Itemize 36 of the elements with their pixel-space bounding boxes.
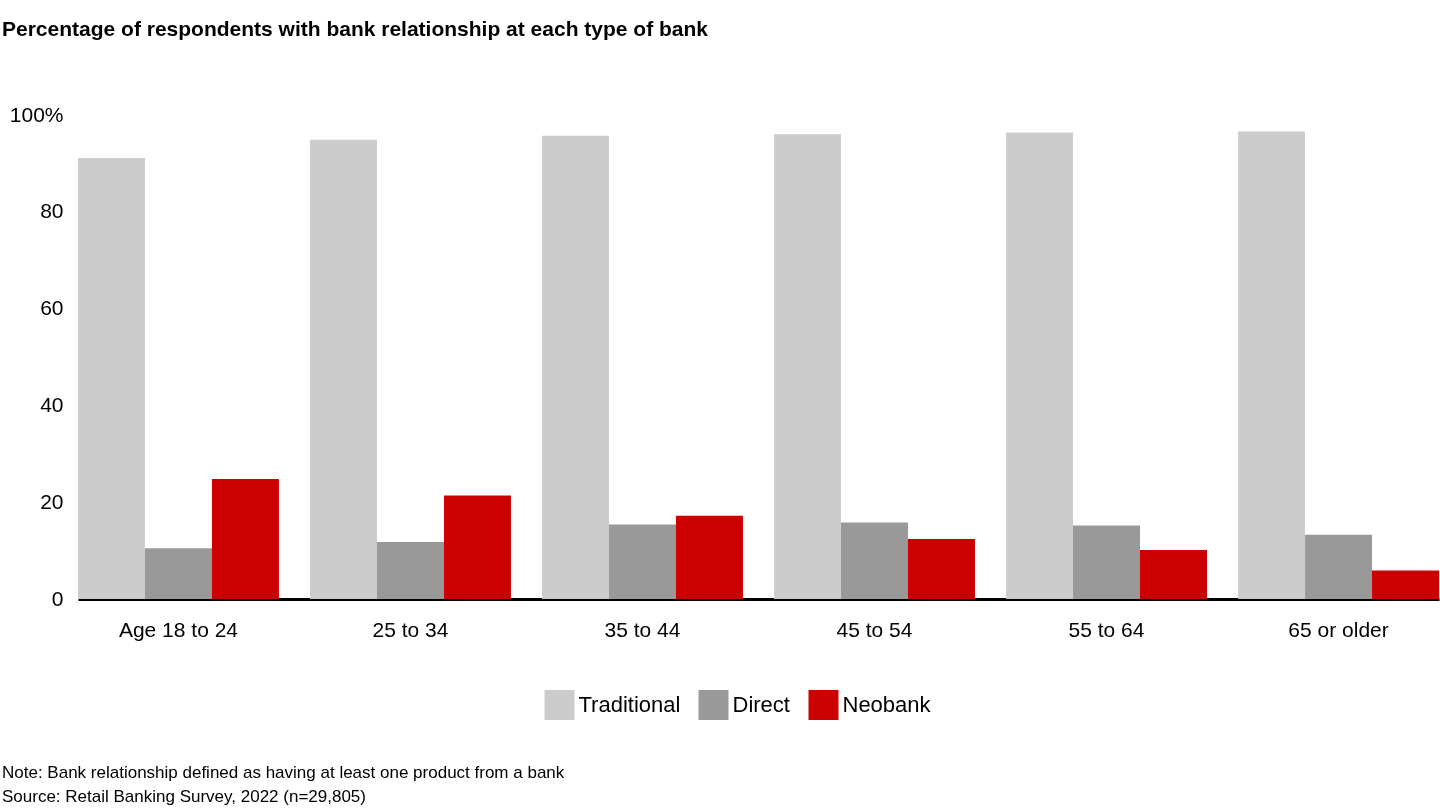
chart-title: Percentage of respondents with bank relationship at each type of bank: [2, 17, 709, 40]
bar: [1073, 525, 1141, 599]
legend-label: Direct: [732, 692, 790, 717]
bar: [609, 524, 676, 599]
y-tick-label: 60: [40, 296, 64, 320]
bar: [1372, 570, 1439, 599]
bar: [144, 548, 212, 599]
x-tick-label: 55 to 64: [1068, 617, 1145, 641]
y-tick-label: 40: [40, 392, 64, 416]
bar: [841, 522, 908, 599]
y-tick-label: 0: [51, 586, 64, 610]
x-tick-label: 65 or older: [1288, 617, 1389, 641]
bar: [310, 139, 377, 599]
y-tick-label: 100%: [9, 102, 64, 126]
x-tick-label: 45 to 54: [836, 617, 913, 641]
bar: [1305, 534, 1373, 599]
bar: [1238, 131, 1306, 599]
bar: [907, 538, 975, 599]
legend-label: Neobank: [842, 692, 932, 717]
x-tick-label: 35 to 44: [604, 617, 681, 641]
bar: [1006, 132, 1074, 599]
bar: [774, 134, 842, 599]
bar: [443, 495, 511, 599]
bar: [675, 515, 743, 599]
legend-label: Traditional: [578, 692, 681, 717]
text: Note: Bank relationship defined as having at least one product from a bank: [2, 763, 565, 782]
y-tick-label: 80: [40, 199, 64, 223]
bar: [211, 478, 279, 599]
source-note: Source: Retail Banking Survey, 2022 (n=29,805): [2, 787, 366, 806]
x-tick-label: Age 18 to 24: [118, 617, 239, 641]
y-tick-label: 20: [40, 489, 64, 513]
bar: [78, 158, 145, 599]
x-tick-label: 25 to 34: [372, 617, 449, 641]
bar: [1140, 550, 1207, 599]
bar: [542, 135, 610, 599]
bar: [376, 541, 444, 599]
